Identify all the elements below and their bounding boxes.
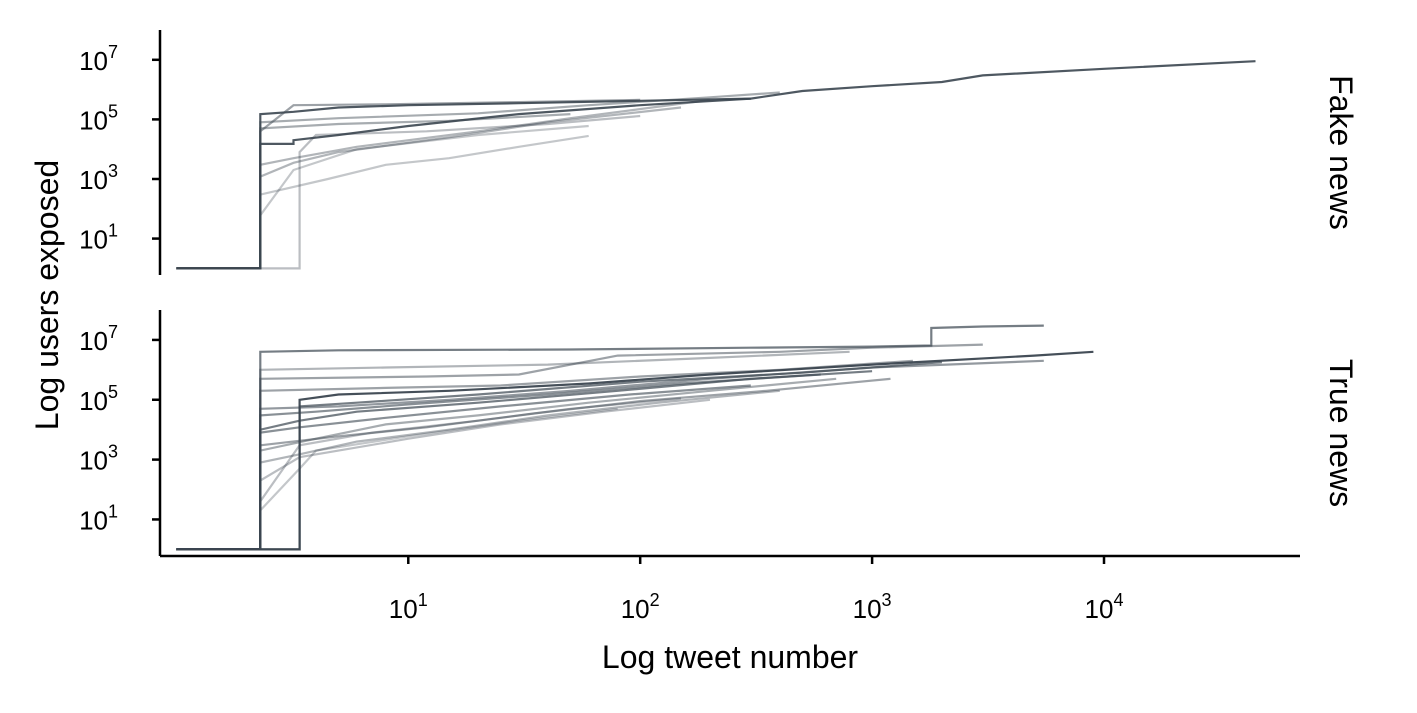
y-tick-label: 105 <box>79 101 118 135</box>
series-line <box>176 113 571 270</box>
facet-label: Fake news <box>1323 75 1359 230</box>
series-line <box>176 361 942 551</box>
series-line <box>176 384 751 551</box>
series-line <box>176 377 891 551</box>
series-line <box>176 324 1044 551</box>
panel-fake-news: 101 103 105 107 Fake news <box>79 30 1359 275</box>
series-line <box>176 98 711 270</box>
series-line <box>176 370 873 551</box>
y-axis-label: Log users exposed <box>29 160 65 430</box>
facet-label: True news <box>1323 359 1359 507</box>
series-line <box>176 114 641 270</box>
x-axis: 101 102 103 104 <box>160 554 1300 624</box>
y-tick-label: 103 <box>79 442 118 476</box>
series-line <box>176 60 1256 270</box>
y-tick-label: 105 <box>79 382 118 416</box>
series-line <box>176 398 711 551</box>
series-group <box>176 324 1094 551</box>
series-line <box>176 377 837 551</box>
y-tick-label: 107 <box>79 42 118 76</box>
x-tick-label: 101 <box>389 590 428 624</box>
series-line <box>176 124 589 270</box>
series-line <box>176 98 641 270</box>
series-line <box>176 350 850 551</box>
x-tick-label: 104 <box>1085 590 1124 624</box>
panel-true-news: 101 103 105 107 True news <box>79 310 1359 556</box>
series-group <box>176 60 1256 270</box>
y-tick-label: 103 <box>79 161 118 195</box>
series-line <box>176 97 751 270</box>
y-tick-label: 101 <box>79 221 118 255</box>
x-tick-label: 103 <box>853 590 892 624</box>
y-tick-label: 101 <box>79 501 118 535</box>
y-tick-label: 107 <box>79 322 118 356</box>
x-tick-label: 102 <box>621 590 660 624</box>
x-axis-label: Log tweet number <box>602 639 859 675</box>
series-line <box>176 134 589 270</box>
